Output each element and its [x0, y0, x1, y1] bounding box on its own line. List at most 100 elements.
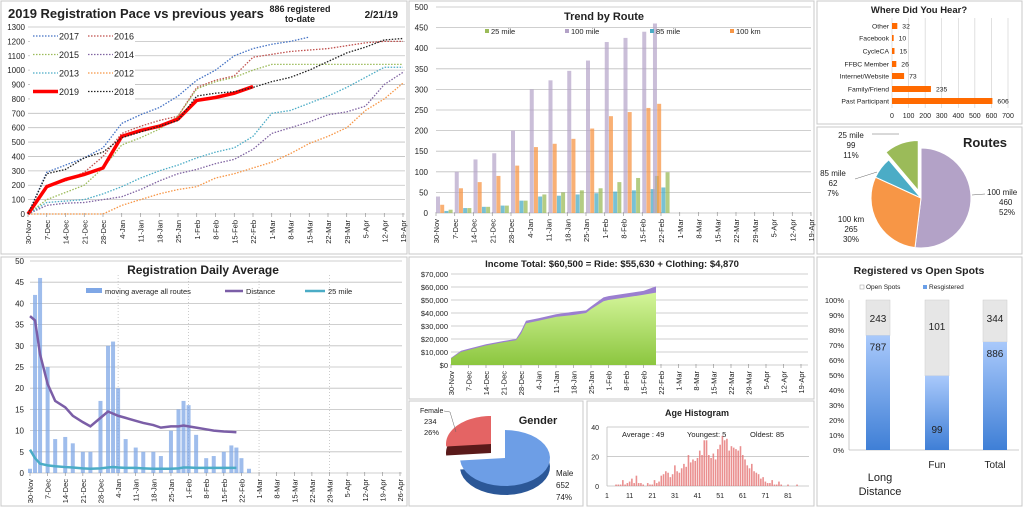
y-tick-label: $10,000 [421, 348, 448, 357]
x-tick-label: 8-Mar [695, 219, 704, 239]
y-tick-label: 0 [20, 469, 25, 478]
bar-100-km [608, 116, 613, 213]
histogram-bar [739, 446, 742, 486]
histogram-bar [631, 478, 633, 486]
legend-background [30, 28, 135, 100]
bar-moving-average [239, 458, 244, 473]
x-tick-label: 14-Dec [61, 479, 70, 503]
histogram-bar [692, 459, 694, 486]
data-label-registered: 886 [987, 349, 1004, 360]
y-tick-label: $30,000 [421, 322, 448, 331]
histogram-bar [617, 484, 620, 486]
x-tick-label: 15-Feb [230, 220, 239, 244]
x-tick-label: 8-Feb [622, 371, 631, 391]
x-tick-label: 21-Dec [500, 371, 509, 395]
bar-moving-average [116, 388, 121, 473]
histogram-bar [662, 474, 665, 486]
bar-25-mile [579, 190, 584, 213]
y-tick-label: 20 [15, 384, 24, 393]
y-tick-label: $70,000 [421, 270, 448, 279]
x-tick-label: 1-Mar [675, 371, 684, 391]
leader-line [443, 410, 457, 433]
bar-moving-average [133, 447, 138, 473]
x-tick-label: 28-Dec [96, 479, 105, 503]
x-tick-label: 8-Feb [212, 220, 221, 240]
bar-100-mile [623, 37, 628, 214]
pie-slice-female [446, 416, 491, 447]
histogram-bar [773, 484, 776, 486]
bar-registered [925, 375, 949, 450]
y-tick-label: 300 [12, 167, 26, 176]
legend-label: 25 mile [328, 287, 352, 296]
x-tick-label: 8-Mar [692, 371, 701, 391]
series-line-2017 [27, 36, 310, 215]
histogram-bar [674, 465, 676, 486]
histogram-bar [728, 450, 730, 486]
bar [892, 48, 895, 54]
x-tick-label: 700 [1002, 113, 1014, 120]
histogram-bar [635, 475, 638, 486]
data-label: 32 [902, 24, 910, 31]
histogram-bar [714, 459, 717, 486]
histogram-bar [680, 468, 683, 486]
histogram-bar [685, 466, 687, 486]
bar-100-km [627, 112, 632, 213]
bar-100-mile [604, 42, 609, 213]
bar-moving-average [229, 445, 234, 473]
x-tick-label: 1-Mar [268, 220, 277, 240]
histogram-bar [764, 481, 767, 486]
x-tick-label: 11-Jan [132, 479, 141, 501]
bar-85-mile [500, 205, 505, 213]
histogram-bar [696, 457, 699, 486]
bar-100-mile [436, 196, 440, 213]
histogram-bar [771, 480, 773, 486]
bar-85-mile [519, 200, 524, 213]
histogram-bar [624, 484, 626, 486]
x-tick-label: 25-Jan [174, 220, 183, 243]
y-tick-label: 5 [20, 448, 25, 457]
x-tick-label: 21-Dec [488, 219, 497, 243]
histogram-bar [698, 450, 701, 486]
histogram-bar [708, 455, 710, 486]
x-tick-label: 41 [694, 493, 702, 500]
x-tick-label: 7-Dec [451, 219, 460, 239]
histogram-bar [775, 484, 778, 486]
x-tick-label: 25-Jan [587, 371, 596, 394]
legend-swatch [730, 29, 734, 33]
x-tick-label: 4-Jan [535, 371, 544, 390]
x-tick-label: 30-Nov [26, 479, 35, 503]
x-tick-label: 29-Mar [326, 479, 335, 503]
histogram-bar [653, 480, 656, 486]
data-label: 15 [899, 49, 907, 56]
legend-label: 100 km [736, 27, 761, 36]
histogram-bar [703, 440, 706, 486]
bar-100-km [571, 138, 576, 213]
y-tick-label: 1300 [7, 23, 25, 32]
histogram-bar [637, 483, 640, 486]
y-tick-label: 30 [15, 342, 24, 351]
x-tick-label: 81 [784, 493, 792, 500]
legend-swatch [923, 285, 927, 289]
x-tick-label: 600 [986, 113, 998, 120]
series-line-Distance [29, 315, 237, 434]
x-tick-label: 4-Jan [118, 220, 127, 239]
x-tick-label: 19-Apr [797, 371, 806, 394]
histogram-bar [760, 478, 762, 486]
bar-100-mile [642, 31, 647, 213]
bar-100-mile [567, 70, 572, 213]
x-tick-label: 14-Dec [482, 371, 491, 395]
histogram-bar [757, 474, 760, 486]
bar-open-spots [865, 299, 891, 336]
x-tick-label: 1-Feb [605, 371, 614, 391]
bar-moving-average [194, 434, 199, 473]
histogram-bar [719, 444, 721, 486]
data-label: 606 [997, 99, 1009, 106]
y-tick-label: 500 [12, 138, 26, 147]
legend-label: Resgistered [929, 284, 964, 291]
bar-100-mile [473, 159, 478, 213]
bar [892, 35, 894, 41]
y-tick-label: 50 [15, 257, 24, 266]
y-tick-label: 400 [12, 152, 26, 161]
histogram-bar [710, 457, 712, 486]
